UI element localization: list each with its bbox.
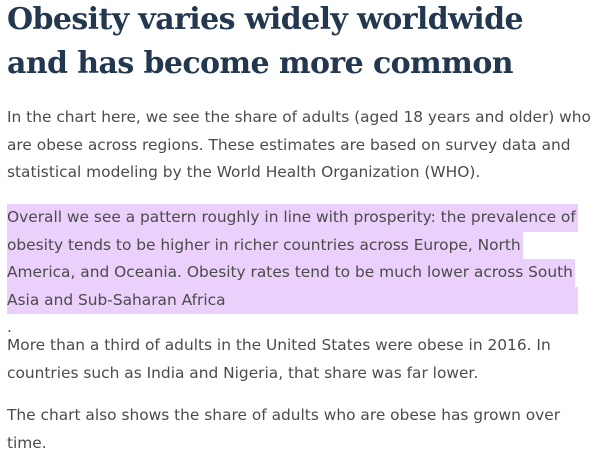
highlighted-line: America, and Oceania. Obesity rates tend… — [7, 259, 575, 287]
us-paragraph: More than a third of adults in the Unite… — [7, 332, 551, 387]
highlighted-paragraph: Overall we see a pattern roughly in line… — [7, 204, 578, 342]
paragraph-line: countries such as India and Nigeria, tha… — [7, 363, 479, 382]
paragraph-line-last: Asia and Sub-Saharan Africa. — [7, 286, 578, 342]
heading-line: Obesity varies widely worldwide — [7, 2, 524, 37]
paragraph-line: In the chart here, we see the share of a… — [7, 108, 591, 126]
paragraph-line: More than a third of adults in the Unite… — [7, 336, 551, 354]
paragraph-line: time. — [7, 433, 47, 452]
paragraph-line: statistical modeling by the World Health… — [7, 163, 481, 181]
highlighted-line: obesity tends to be higher in richer cou… — [7, 231, 523, 259]
trend-paragraph: The chart also shows the share of adults… — [7, 402, 560, 457]
heading-line: and has become more common — [7, 46, 514, 81]
period-text: . — [7, 318, 12, 336]
section-heading: Obesity varies widely worldwide and has … — [7, 0, 591, 86]
highlighted-line: Asia and Sub-Saharan Africa — [7, 286, 578, 314]
highlighted-line: Overall we see a pattern roughly in line… — [7, 204, 578, 232]
intro-paragraph: In the chart here, we see the share of a… — [7, 104, 591, 187]
paragraph-line: are obese across regions. These estimate… — [7, 135, 571, 154]
paragraph-line: The chart also shows the share of adults… — [7, 406, 561, 424]
